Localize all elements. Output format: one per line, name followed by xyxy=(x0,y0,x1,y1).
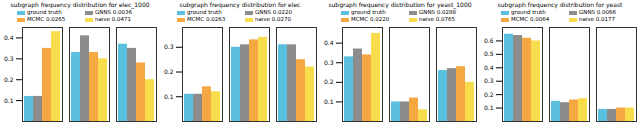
svg-text:0.1: 0.1 xyxy=(4,97,14,104)
svg-text:0.3: 0.3 xyxy=(4,55,14,62)
html-text:naive 0.0765: naive 0.0765 xyxy=(419,16,455,22)
svg-text:0.5: 0.5 xyxy=(484,50,494,57)
svg-text:0.1: 0.1 xyxy=(484,104,494,111)
html-text:subgraph frequency distributio: subgraph frequency distribution for yeas… xyxy=(328,1,472,8)
html-text:GNNS 0.0220: GNNS 0.0220 xyxy=(255,9,292,15)
html-text:naive 0.0177: naive 0.0177 xyxy=(579,16,615,22)
svg-text:0.4: 0.4 xyxy=(324,39,334,46)
html-text:GNNS 0.0036: GNNS 0.0036 xyxy=(95,9,132,15)
svg-text:0.2: 0.2 xyxy=(4,76,14,83)
html-text:ground truth: ground truth xyxy=(187,9,222,15)
svg-text:0.2: 0.2 xyxy=(484,91,494,98)
svg-text:0.2: 0.2 xyxy=(164,68,174,75)
svg-text:0.3: 0.3 xyxy=(324,59,334,66)
html-text:MCMC 0.0064: MCMC 0.0064 xyxy=(511,16,550,22)
svg-text:0.4: 0.4 xyxy=(484,64,494,71)
html-text:naive 0.0270: naive 0.0270 xyxy=(255,16,291,22)
html-text:MCMC 0.0220: MCMC 0.0220 xyxy=(351,16,390,22)
svg-text:0.3: 0.3 xyxy=(484,77,494,84)
html-text:subgraph frequency distributio: subgraph frequency distribution for elec xyxy=(179,1,301,8)
svg-text:0.4: 0.4 xyxy=(4,34,14,41)
svg-text:0.1: 0.1 xyxy=(324,98,334,105)
html-text:GNNS 0.0066: GNNS 0.0066 xyxy=(579,9,616,15)
html-text:subgraph frequency distributio: subgraph frequency distribution for yeas… xyxy=(497,1,623,8)
svg-text:0.2: 0.2 xyxy=(324,78,334,85)
html-text:MCMC 0.0263: MCMC 0.0263 xyxy=(187,16,226,22)
svg-text:0.6: 0.6 xyxy=(484,37,494,44)
html-text:subgraph frequency distributio: subgraph frequency distribution for elec… xyxy=(10,1,150,8)
svg-text:0.1: 0.1 xyxy=(164,93,174,100)
html-text:ground truth: ground truth xyxy=(27,9,62,15)
html-text:naive 0.0471: naive 0.0471 xyxy=(95,16,131,22)
html-text:ground truth: ground truth xyxy=(511,9,546,15)
svg-text:0.3: 0.3 xyxy=(164,43,174,50)
html-text:GNNS 0.0288: GNNS 0.0288 xyxy=(419,9,456,15)
html-text:ground truth: ground truth xyxy=(351,9,386,15)
html-text:MCMC 0.0265: MCMC 0.0265 xyxy=(27,16,66,22)
